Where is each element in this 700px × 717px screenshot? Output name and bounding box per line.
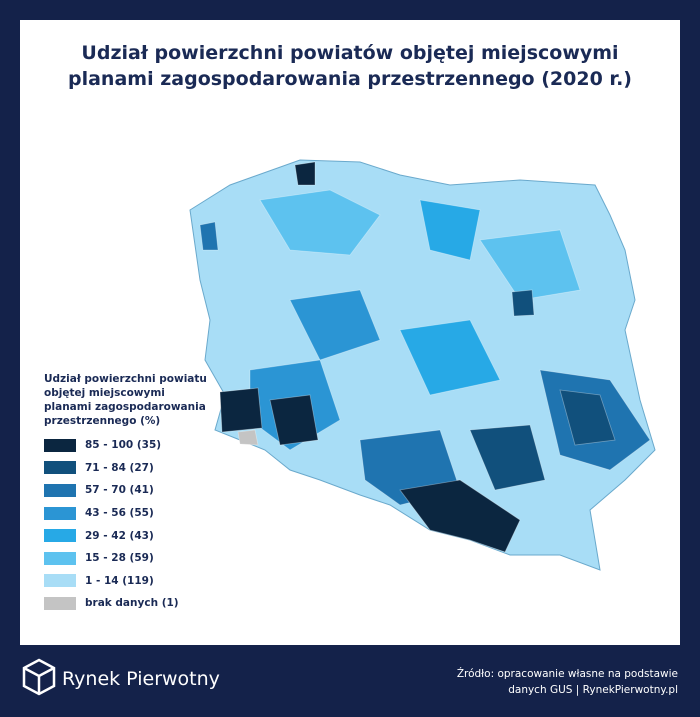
source-line: Źródło: opracowanie własne na podstawie [456,668,678,680]
legend-item: 71 - 84 (27) [44,457,234,480]
legend: Udział powierzchni powiatu objętej miejs… [44,372,234,615]
legend-item: 85 - 100 (35) [44,434,234,457]
legend-label: 57 - 70 (41) [85,484,154,497]
legend-swatch [44,529,76,543]
legend-swatch [44,574,76,588]
legend-swatch [44,551,76,565]
legend-item: 1 - 14 (119) [44,570,234,593]
legend-label: 71 - 84 (27) [85,461,154,474]
brand: Rynek Pierwotny [62,668,220,690]
logo-icon [22,658,56,696]
legend-item: 57 - 70 (41) [44,479,234,502]
legend-item: 15 - 28 (59) [44,547,234,570]
title-line: Udział powierzchni powiatów objętej miej… [81,42,619,64]
legend-label: 15 - 28 (59) [85,552,154,565]
legend-label: brak danych (1) [85,597,179,610]
legend-swatch [44,506,76,520]
legend-item: 43 - 56 (55) [44,502,234,525]
legend-items: 85 - 100 (35) 71 - 84 (27) 57 - 70 (41) 43 … [44,434,234,615]
legend-label: 1 - 14 (119) [85,574,154,587]
legend-item: brak danych (1) [44,592,234,615]
legend-label: 29 - 42 (43) [85,529,154,542]
legend-swatch [44,438,76,452]
legend-item: 29 - 42 (43) [44,524,234,547]
source: Źródło: opracowanie własne na podstawie … [457,666,678,698]
legend-swatch [44,596,76,610]
title-line: planami zagospodarowania przestrzennego … [68,68,632,90]
legend-title: Udział powierzchni powiatu objętej miejs… [44,373,207,427]
legend-label: 43 - 56 (55) [85,507,154,520]
legend-swatch [44,483,76,497]
region-patches [199,161,651,553]
legend-swatch [44,461,76,475]
source-line: danych GUS | RynekPierwotny.pl [508,684,678,696]
legend-label: 85 - 100 (35) [85,439,162,452]
title: Udział powierzchni powiatów objętej miej… [20,40,680,92]
